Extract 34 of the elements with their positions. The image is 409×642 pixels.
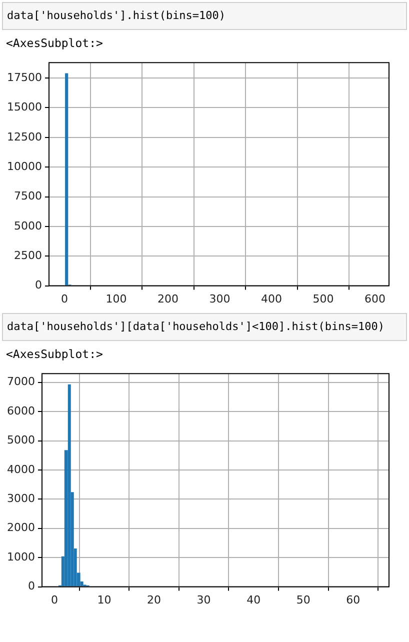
y-tick-label: 0: [28, 580, 35, 593]
y-tick-label: 2500: [14, 248, 42, 262]
y-tick-label: 5000: [14, 219, 42, 232]
x-tick-label: 40: [246, 593, 261, 606]
x-tick-label: 100: [106, 292, 127, 306]
x-tick-label: 300: [209, 292, 230, 306]
y-tick-label: 12500: [6, 130, 42, 144]
y-tick-label: 1000: [6, 550, 35, 564]
text: <AxesSubplot:>: [6, 347, 104, 362]
x-tick-label: 0: [61, 292, 68, 306]
x-tick-label: 400: [261, 292, 282, 306]
y-tick-label: 17500: [6, 70, 42, 84]
y-tick-label: 10000: [6, 160, 42, 173]
y-tick-label: 15000: [6, 100, 42, 114]
text: data['households'].hist(bins=100): [2, 2, 407, 30]
y-tick-label: 7500: [14, 190, 42, 203]
x-tick-label: 60: [346, 593, 360, 606]
x-tick-label: 10: [97, 593, 112, 606]
x-tick-label: 600: [364, 292, 386, 306]
x-tick-label: 30: [196, 593, 211, 606]
y-tick-label: 5000: [6, 434, 35, 447]
x-tick-label: 0: [50, 593, 58, 606]
y-tick-label: 2000: [6, 521, 35, 534]
y-tick-label: 7000: [6, 375, 35, 388]
x-tick-label: 200: [158, 292, 179, 306]
text: data['households'][data['households']<100].hist(bins=100): [2, 313, 407, 341]
x-tick-label: 20: [147, 593, 162, 606]
y-tick-label: 6000: [6, 404, 35, 418]
x-tick-label: 500: [312, 292, 334, 306]
x-tick-label: 50: [296, 593, 310, 606]
y-tick-label: 0: [34, 278, 42, 292]
text: <AxesSubplot:>: [6, 36, 104, 51]
y-tick-label: 3000: [6, 492, 35, 506]
y-tick-label: 4000: [6, 462, 35, 476]
